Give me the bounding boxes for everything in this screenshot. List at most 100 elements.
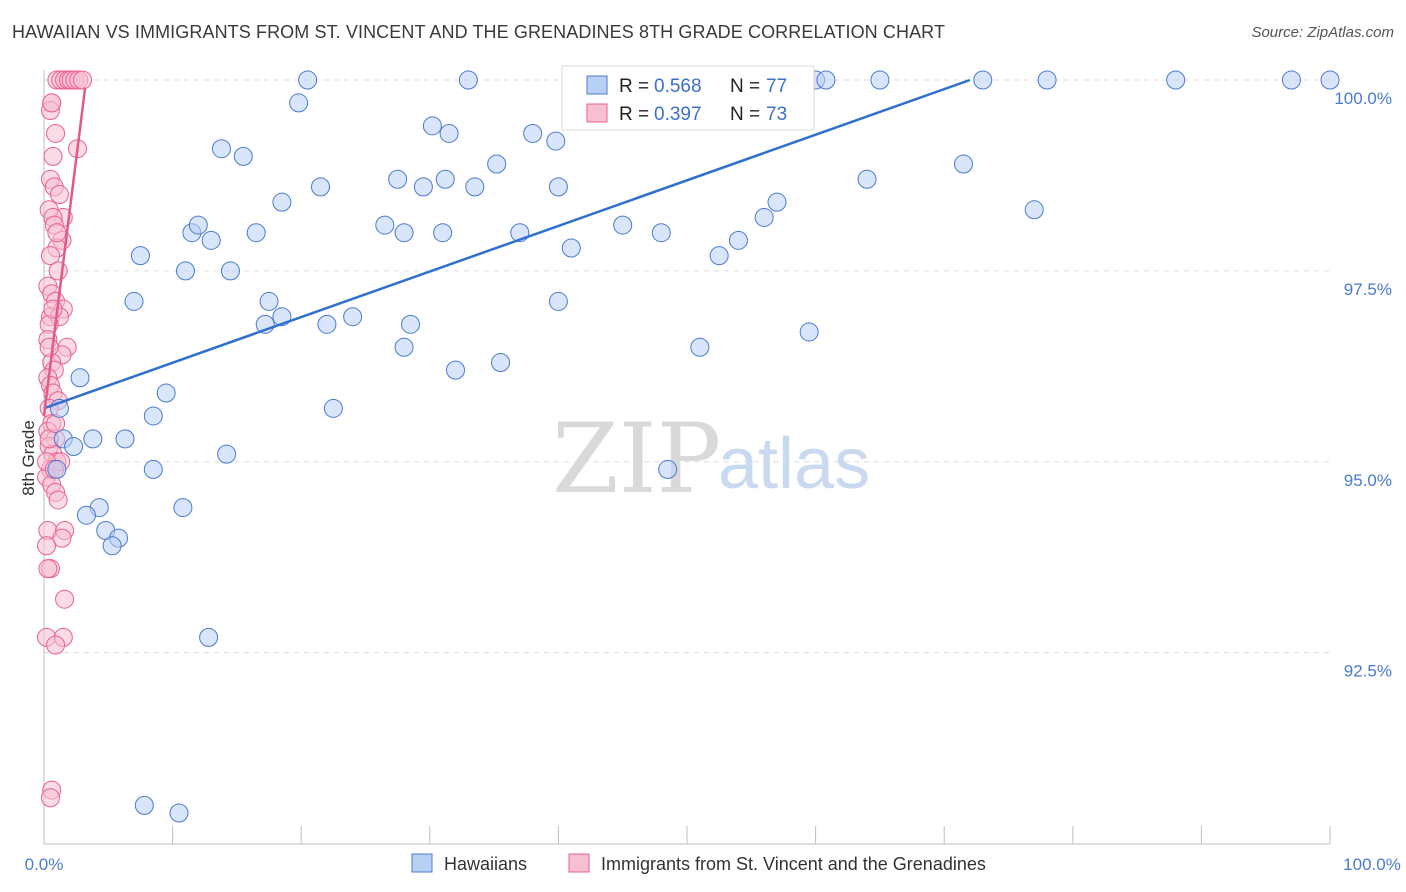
hawaiians-point [70, 368, 90, 388]
hawaiians-point [465, 177, 485, 197]
hawaiians-point [1320, 70, 1340, 90]
y-tick-label: 100.0% [1334, 89, 1392, 108]
chart-source: Source: ZipAtlas.com [1251, 24, 1394, 41]
immigrants-point [49, 185, 69, 205]
hawaiians-point [156, 383, 176, 403]
hawaiians-point [130, 246, 150, 266]
y-tick-label: 97.5% [1344, 280, 1392, 299]
hawaiians-point [548, 291, 568, 311]
hawaiians-point [394, 337, 414, 357]
hawaiians-point [857, 169, 877, 189]
immigrants-point [46, 635, 66, 655]
hawaiians-point [651, 223, 671, 243]
bottom-legend-swatch-immigrants [568, 853, 590, 873]
hawaiians-point [143, 406, 163, 426]
hawaiians-point [1024, 200, 1044, 220]
hawaiians-point [413, 177, 433, 197]
x-tick-label-max: 100.0% [1343, 855, 1401, 874]
hawaiians-point [64, 437, 84, 456]
hawaiians-point [487, 154, 507, 174]
immigrants-point [73, 70, 93, 90]
immigrants-point [39, 337, 59, 357]
hawaiians-point [491, 353, 511, 373]
hawaiians-point [233, 146, 253, 166]
hawaiians-point [458, 70, 478, 90]
legend-r-value-hawaiians: 0.568 [654, 76, 702, 97]
hawaiians-point [175, 261, 195, 281]
hawaiians-point [1037, 70, 1057, 90]
hawaiians-point [728, 230, 748, 250]
hawaiians-point [401, 314, 421, 334]
hawaiians-point [799, 322, 819, 342]
hawaiians-point [289, 93, 309, 113]
immigrants-point [55, 589, 75, 609]
hawaiians-point [199, 627, 219, 647]
x-tick-label-min: 0.0% [25, 855, 64, 874]
legend-n-value-hawaiians: 77 [766, 76, 787, 97]
hawaiians-point [343, 307, 363, 327]
immigrants-point [46, 123, 66, 143]
legend-swatch-hawaiians [586, 75, 608, 95]
hawaiians-point [246, 223, 266, 243]
watermark-atlas: atlas [718, 424, 870, 504]
stats-legend: R = 0.568 N = 77 R = 0.397 N = 73 [561, 65, 815, 131]
watermark-zip: ZIP [552, 403, 721, 515]
hawaiians-point [259, 291, 279, 311]
hawaiians-point [613, 215, 633, 235]
hawaiians-point [754, 207, 774, 227]
hawaiians-point [317, 314, 337, 334]
hawaiians-point [816, 70, 836, 90]
hawaiians-point [870, 70, 890, 90]
hawaiians-point [211, 139, 231, 159]
hawaiians-point [143, 459, 163, 479]
y-tick-label: 95.0% [1344, 471, 1392, 490]
hawaiians-point [548, 177, 568, 197]
immigrants-point [48, 261, 68, 281]
hawaiians-point [523, 123, 543, 143]
hawaiians-point [134, 795, 154, 815]
y-tick-labels: 92.5% 95.0% 97.5% 100.0% [1334, 89, 1392, 681]
bottom-legend-swatch-hawaiians [411, 853, 433, 873]
hawaiians-point [169, 803, 189, 823]
trend-line-immigrants [42, 87, 87, 417]
hawaiians-point [375, 215, 395, 235]
x-ticks [43, 826, 1331, 844]
immigrants-point [40, 788, 60, 808]
hawaiians-point [188, 215, 208, 235]
hawaiians-point [173, 498, 193, 518]
hawaiians-point [690, 337, 710, 357]
hawaiians-point [323, 398, 343, 418]
legend-n-label-hawaiians: N = [730, 76, 760, 97]
hawaiians-point [446, 360, 466, 380]
hawaiians-point [394, 223, 414, 243]
hawaiians-point [102, 536, 122, 556]
legend-r-label-hawaiians: R = [619, 76, 649, 97]
immigrants-point [47, 223, 67, 243]
hawaiians-point [439, 123, 459, 143]
hawaiians-point [953, 154, 973, 174]
hawaiians-point [767, 192, 787, 212]
immigrants-point [52, 528, 72, 548]
hawaiians-point [435, 169, 455, 189]
immigrants-point [37, 536, 57, 556]
series-legend: Hawaiians Immigrants from St. Vincent an… [411, 853, 986, 874]
hawaiians-point [272, 192, 292, 212]
hawaiians-point [124, 291, 144, 311]
y-axis-label: 8th Grade [19, 420, 38, 496]
hawaiians-point [1281, 70, 1301, 90]
hawaiians-point [310, 177, 330, 197]
hawaiians-point [433, 223, 453, 243]
immigrants-point [40, 246, 60, 266]
y-tick-label: 92.5% [1344, 662, 1392, 681]
bottom-legend-label-hawaiians: Hawaiians [444, 854, 527, 874]
hawaiians-point [1166, 70, 1186, 90]
grid-lines [44, 79, 1330, 654]
hawaiians-point [973, 70, 993, 90]
legend-n-value-immigrants: 73 [766, 104, 787, 125]
hawaiians-point [115, 429, 135, 449]
hawaiians-point [388, 169, 408, 189]
hawaiians-point [561, 238, 581, 258]
immigrants-point [43, 146, 63, 166]
hawaiians-point [217, 444, 237, 464]
bottom-legend-label-immigrants: Immigrants from St. Vincent and the Gren… [601, 854, 986, 874]
